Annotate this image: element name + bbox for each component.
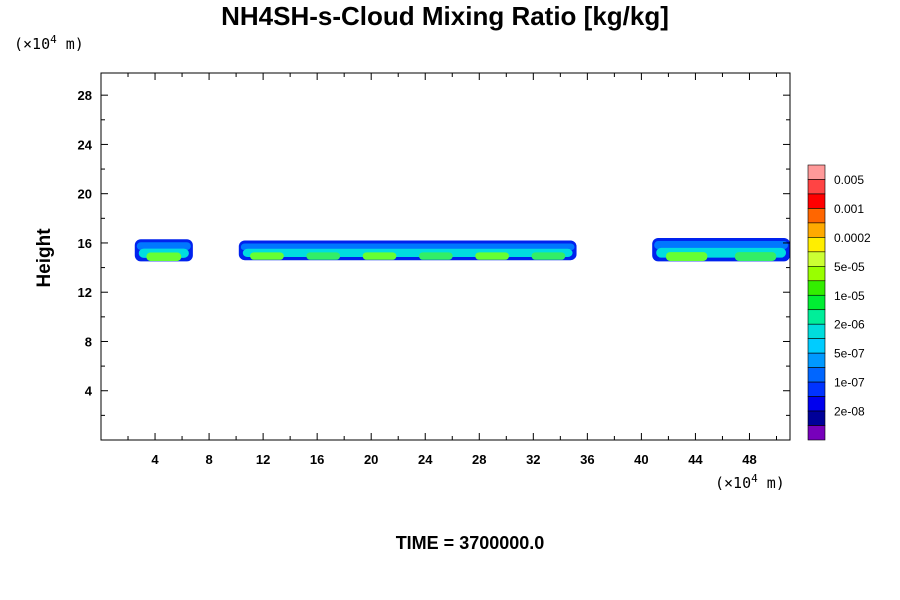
y-tick-label: 16 bbox=[78, 236, 92, 251]
y-tick-label: 8 bbox=[85, 334, 92, 349]
x-unit-label: (×104 m) bbox=[715, 472, 785, 492]
x-tick-label: 24 bbox=[418, 452, 433, 467]
legend-label: 1e-05 bbox=[834, 289, 865, 303]
x-tick-label: 40 bbox=[634, 452, 648, 467]
cloud-band bbox=[652, 238, 790, 262]
cloud-core bbox=[418, 252, 453, 260]
color-legend: 0.005 0.001 0.0002 5e-05 1e-05 2e-06 5e-07 1e-0… bbox=[807, 164, 871, 441]
y-unit-exponent: 4 bbox=[50, 33, 57, 46]
cloud-band-mid bbox=[136, 242, 191, 251]
legend-swatch bbox=[807, 425, 826, 441]
legend-swatch bbox=[807, 323, 826, 339]
legend-swatch bbox=[807, 280, 826, 296]
legend-swatch bbox=[807, 193, 826, 209]
y-tick-label: 28 bbox=[78, 88, 92, 103]
legend-label: 2e-06 bbox=[834, 318, 865, 332]
cloud-layer bbox=[134, 238, 790, 262]
legend-swatch bbox=[807, 309, 826, 325]
legend-swatch bbox=[807, 294, 826, 311]
legend-swatch bbox=[807, 381, 826, 397]
cloud-core bbox=[665, 252, 708, 261]
y-tick-label: 20 bbox=[78, 187, 92, 202]
y-axis-label: Height bbox=[34, 228, 55, 288]
legend-label: 1e-07 bbox=[834, 376, 865, 390]
cloud-band-mid bbox=[654, 241, 788, 250]
y-tick-label: 12 bbox=[78, 285, 92, 300]
cloud-band-inner bbox=[242, 248, 573, 258]
x-tick-label: 16 bbox=[310, 452, 324, 467]
legend-swatch bbox=[807, 208, 826, 224]
legend-swatch bbox=[807, 352, 826, 368]
y-tick-label: 4 bbox=[85, 384, 93, 399]
cloud-core bbox=[734, 252, 777, 261]
x-tick-label: 12 bbox=[256, 452, 270, 467]
legend-swatch bbox=[807, 179, 826, 195]
legend-label: 0.001 bbox=[834, 202, 864, 216]
cloud-core bbox=[475, 252, 509, 260]
legend-swatch bbox=[807, 396, 826, 412]
legend-label: 0.005 bbox=[834, 173, 864, 187]
y-tick-label: 24 bbox=[78, 137, 93, 152]
legend-swatch bbox=[807, 237, 826, 253]
cloud-core bbox=[362, 252, 397, 260]
y-unit-label: (×104 m) bbox=[14, 33, 84, 53]
y-unit-suffix: m) bbox=[57, 35, 84, 53]
x-unit-suffix: m) bbox=[758, 474, 785, 492]
legend-label: 5e-05 bbox=[834, 260, 865, 274]
cloud-core bbox=[306, 252, 341, 260]
legend-label: 2e-08 bbox=[834, 405, 865, 419]
legend-swatch bbox=[807, 222, 826, 238]
x-tick-label: 48 bbox=[742, 452, 756, 467]
legend-swatch bbox=[807, 251, 826, 267]
x-tick-label: 20 bbox=[364, 452, 378, 467]
cloud-band-mid bbox=[240, 243, 575, 251]
x-tick-label: 32 bbox=[526, 452, 540, 467]
cloud-band bbox=[238, 240, 577, 261]
plot-frame bbox=[100, 72, 791, 441]
legend-swatch bbox=[807, 266, 826, 282]
x-tick-label: 28 bbox=[472, 452, 486, 467]
cloud-band bbox=[134, 239, 193, 262]
legend-swatch bbox=[807, 410, 826, 426]
legend-swatch bbox=[807, 367, 826, 383]
legend-label: 5e-07 bbox=[834, 347, 865, 361]
chart-title: NH4SH-s-Cloud Mixing Ratio [kg/kg] bbox=[221, 1, 669, 31]
legend-swatch bbox=[807, 164, 826, 180]
x-unit-exponent: 4 bbox=[751, 472, 758, 485]
legend-label: 0.0002 bbox=[834, 231, 871, 245]
cloud-core bbox=[250, 252, 284, 260]
time-footer: TIME = 3700000.0 bbox=[396, 533, 545, 553]
cloud-core bbox=[531, 252, 566, 260]
x-tick-label: 44 bbox=[688, 452, 703, 467]
x-tick-label: 4 bbox=[151, 452, 159, 467]
legend-swatch bbox=[807, 338, 826, 354]
cloud-core bbox=[146, 252, 182, 261]
x-unit-prefix: (×10 bbox=[715, 474, 751, 492]
x-tick-label: 36 bbox=[580, 452, 594, 467]
x-tick-label: 8 bbox=[205, 452, 212, 467]
y-unit-prefix: (×10 bbox=[14, 35, 50, 53]
